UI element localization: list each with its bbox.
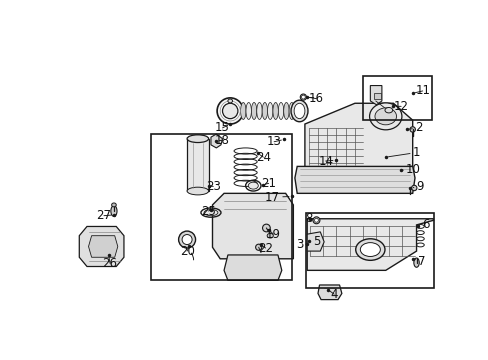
Ellipse shape [182, 235, 192, 244]
Text: 13: 13 [266, 135, 281, 148]
Text: 20: 20 [179, 244, 194, 258]
Ellipse shape [278, 103, 283, 120]
Text: 7: 7 [414, 255, 425, 268]
Ellipse shape [288, 103, 294, 120]
Polygon shape [294, 166, 414, 193]
Text: 27: 27 [96, 209, 111, 222]
Ellipse shape [203, 210, 218, 216]
Bar [187, 139, 208, 191]
Text: 24: 24 [255, 150, 270, 164]
Ellipse shape [355, 239, 384, 260]
Polygon shape [212, 193, 293, 259]
Polygon shape [306, 232, 324, 251]
Ellipse shape [360, 243, 380, 256]
Text: 21: 21 [261, 177, 276, 190]
Text: 18: 18 [215, 134, 229, 147]
Ellipse shape [256, 103, 262, 120]
Text: 14: 14 [318, 154, 332, 167]
Text: 2: 2 [408, 121, 422, 134]
Ellipse shape [301, 95, 305, 99]
Polygon shape [88, 236, 118, 257]
Bar [362, 76, 431, 120]
Polygon shape [317, 285, 341, 300]
Ellipse shape [293, 103, 305, 119]
Polygon shape [306, 219, 432, 270]
Ellipse shape [413, 258, 418, 267]
Polygon shape [79, 226, 123, 266]
Ellipse shape [267, 103, 272, 120]
Ellipse shape [312, 217, 319, 224]
Ellipse shape [262, 224, 270, 232]
Text: 26: 26 [102, 257, 117, 270]
Ellipse shape [251, 103, 256, 120]
Polygon shape [305, 103, 412, 174]
Text: 19: 19 [265, 228, 280, 240]
Text: 17: 17 [264, 191, 288, 204]
Text: 10: 10 [400, 163, 420, 176]
Ellipse shape [409, 127, 414, 132]
Ellipse shape [262, 103, 267, 120]
Text: 12: 12 [393, 100, 408, 113]
Text: 9: 9 [412, 180, 423, 193]
Polygon shape [373, 93, 380, 99]
Polygon shape [369, 86, 381, 105]
Ellipse shape [222, 103, 238, 119]
Ellipse shape [187, 135, 208, 143]
Text: 4: 4 [329, 288, 337, 301]
Ellipse shape [272, 103, 278, 120]
Text: 8: 8 [305, 212, 312, 225]
Ellipse shape [217, 98, 243, 124]
Ellipse shape [227, 99, 232, 103]
Text: 16: 16 [308, 92, 323, 105]
Ellipse shape [245, 103, 251, 120]
Text: 3: 3 [295, 238, 306, 251]
Ellipse shape [111, 203, 116, 207]
Ellipse shape [240, 103, 245, 120]
Bar [151, 134, 291, 280]
Ellipse shape [314, 219, 318, 222]
Ellipse shape [178, 231, 195, 248]
Ellipse shape [266, 233, 273, 238]
Ellipse shape [187, 187, 208, 195]
Text: 5: 5 [308, 235, 320, 248]
Ellipse shape [374, 108, 396, 125]
Polygon shape [224, 255, 281, 280]
Ellipse shape [111, 206, 117, 216]
Ellipse shape [411, 185, 416, 191]
Text: 1: 1 [387, 146, 420, 159]
Text: 15: 15 [215, 121, 229, 134]
Bar [305, 213, 433, 288]
Ellipse shape [255, 244, 261, 250]
Ellipse shape [283, 103, 288, 120]
Polygon shape [210, 134, 222, 148]
Ellipse shape [220, 101, 240, 121]
Text: 25: 25 [201, 204, 216, 217]
Text: 22: 22 [258, 242, 273, 255]
Ellipse shape [248, 182, 258, 189]
Ellipse shape [300, 94, 306, 100]
Ellipse shape [290, 100, 307, 122]
Ellipse shape [369, 103, 401, 130]
Text: 6: 6 [417, 218, 428, 231]
Text: 11: 11 [414, 85, 429, 98]
Ellipse shape [384, 108, 392, 113]
Text: 23: 23 [205, 180, 220, 193]
